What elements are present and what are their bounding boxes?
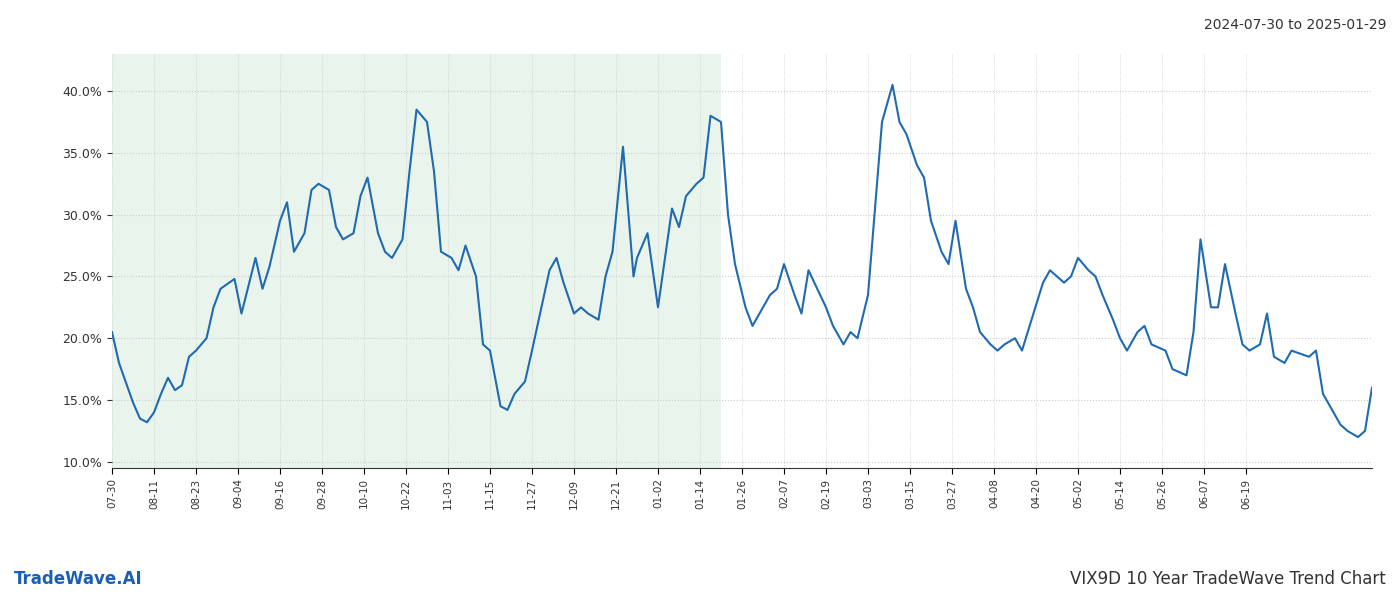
- Text: 2024-07-30 to 2025-01-29: 2024-07-30 to 2025-01-29: [1204, 18, 1386, 32]
- Bar: [112, 54, 721, 468]
- Text: VIX9D 10 Year TradeWave Trend Chart: VIX9D 10 Year TradeWave Trend Chart: [1070, 570, 1386, 588]
- Text: TradeWave.AI: TradeWave.AI: [14, 570, 143, 588]
